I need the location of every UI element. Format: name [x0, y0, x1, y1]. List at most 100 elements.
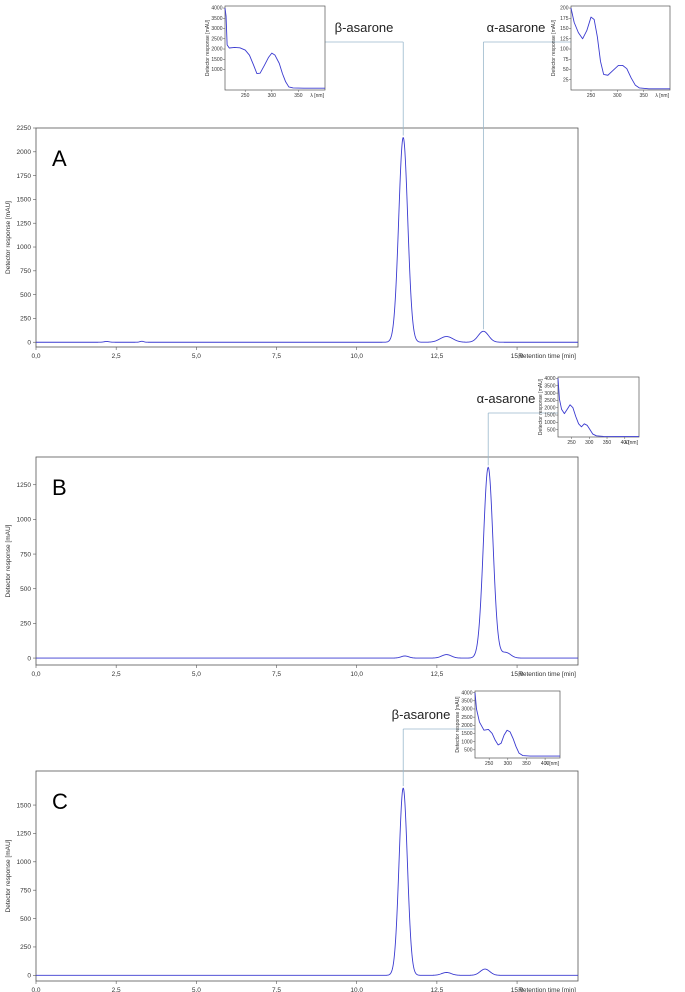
chromatogram-trace [36, 787, 578, 976]
inset-y-tick-label: 200 [560, 6, 569, 12]
inset-y-tick-label: 1000 [211, 67, 222, 73]
peak-label: α-asarone [477, 391, 536, 406]
inset-y-tick-label: 3500 [211, 16, 222, 22]
inset-x-tick-label: 250 [241, 93, 250, 99]
inset-y-tick-label: 150 [560, 26, 569, 32]
inset-y-tick-label: 4000 [544, 376, 555, 382]
x-tick-label: 15,0 [511, 987, 524, 992]
inset-x-tick-label: 350 [522, 761, 531, 767]
x-tick-label: 10,0 [350, 987, 363, 992]
inset-x-tick-label: 350 [294, 93, 303, 99]
x-tick-label: 5,0 [192, 987, 201, 992]
inset-y-tick-label: 500 [464, 748, 473, 754]
inset-x-axis-label: λ [nm] [310, 93, 324, 99]
uv-spectrum-inset: 1000 1500 2000 2500 3000 3500 4000 250 300 350 λ [… [205, 5, 326, 99]
x-axis-label: Retention time [min] [518, 987, 576, 992]
x-tick-label: 12,5 [431, 671, 444, 678]
inset-y-tick-label: 2500 [544, 398, 555, 404]
inset-y-tick-label: 1500 [211, 57, 222, 63]
y-tick-label: 1500 [17, 802, 32, 809]
y-tick-label: 1000 [17, 244, 32, 251]
inset-y-tick-label: 500 [547, 427, 556, 433]
x-tick-label: 2,5 [112, 353, 121, 360]
inset-x-tick-label: 350 [639, 93, 648, 99]
inset-y-tick-label: 75 [563, 57, 569, 63]
inset-y-tick-label: 2000 [544, 405, 555, 411]
inset-x-tick-label: 400 [541, 761, 550, 767]
y-tick-label: 2000 [17, 149, 32, 156]
y-axis-label: Detector response [mAU] [5, 524, 12, 597]
inset-y-tick-label: 1000 [461, 739, 472, 745]
inset-y-axis-label: Detector response [mAU] [455, 696, 461, 753]
y-tick-label: 250 [20, 316, 31, 323]
inset-frame [474, 690, 561, 759]
y-tick-label: 750 [20, 268, 31, 275]
inset-y-tick-label: 2000 [211, 47, 222, 53]
inset-y-axis-label: Detector response [mAU] [551, 19, 557, 76]
uv-spectrum-inset: 500 1000 1500 2000 2500 3000 3500 4000 250 300 350… [455, 690, 561, 767]
plot-frame [35, 770, 579, 982]
plot-frame [35, 127, 579, 348]
inset-x-tick-label: 300 [268, 93, 277, 99]
chromatogram-panel-a: 0 250 500 750 1000 1250 1500 1750 2000 2250 0,0 2,5… [5, 5, 671, 360]
y-tick-label: 0 [27, 339, 31, 346]
inset-y-tick-label: 3000 [461, 707, 472, 713]
y-tick-label: 1000 [17, 517, 32, 524]
chromatogram-trace [36, 137, 578, 343]
inset-y-tick-label: 100 [560, 47, 569, 53]
inset-frame [570, 5, 671, 91]
inset-x-tick-label: 250 [485, 761, 494, 767]
x-tick-label: 10,0 [350, 671, 363, 678]
inset-y-tick-label: 3000 [211, 26, 222, 32]
inset-x-axis-label: λ [nm] [545, 761, 559, 767]
peak-label: α-asarone [487, 20, 546, 35]
y-tick-label: 0 [27, 655, 31, 662]
inset-y-tick-label: 125 [560, 36, 569, 42]
inset-spectrum-trace [474, 692, 560, 757]
inset-y-tick-label: 3500 [544, 383, 555, 389]
uv-spectrum-inset: 25 50 75 100 125 150 175 200 250 300 350 λ [nm] Dete… [551, 5, 671, 99]
inset-x-tick-label: 300 [585, 440, 594, 446]
y-tick-label: 1250 [17, 220, 32, 227]
inset-frame [557, 376, 640, 438]
inset-x-tick-label: 350 [603, 440, 612, 446]
chromatogram-panel-c: 0 250 500 750 1000 1250 1500 0,0 2,5 5,0 7,5 10,0 12… [5, 690, 579, 992]
x-tick-label: 5,0 [192, 353, 201, 360]
inset-y-axis-label: Detector response [mAU] [205, 19, 211, 76]
y-tick-label: 0 [27, 973, 31, 980]
y-tick-label: 1250 [17, 831, 32, 838]
inset-x-tick-label: 250 [567, 440, 576, 446]
x-axis-label: Retention time [min] [518, 353, 576, 360]
y-axis-label: Detector response [mAU] [5, 839, 12, 912]
y-tick-label: 250 [20, 944, 31, 951]
inset-y-tick-label: 50 [563, 67, 569, 73]
x-tick-label: 0,0 [31, 987, 40, 992]
peak-annotation: β-asarone 1000 1500 2000 2500 3000 3500 4000 250… [205, 5, 404, 136]
plot-frame [35, 456, 579, 666]
y-tick-label: 750 [20, 887, 31, 894]
inset-y-tick-label: 3000 [544, 391, 555, 397]
inset-frame [224, 5, 326, 91]
x-tick-label: 12,5 [431, 987, 444, 992]
x-tick-label: 12,5 [431, 353, 444, 360]
x-tick-label: 7,5 [272, 353, 281, 360]
x-tick-label: 7,5 [272, 987, 281, 992]
inset-x-axis-label: λ [nm] [624, 440, 638, 446]
inset-y-tick-label: 25 [563, 77, 569, 83]
inset-y-tick-label: 2500 [211, 36, 222, 42]
x-axis-label: Retention time [min] [518, 671, 576, 678]
x-tick-label: 2,5 [112, 671, 121, 678]
inset-x-tick-label: 250 [587, 93, 596, 99]
inset-y-tick-label: 1500 [461, 731, 472, 737]
inset-spectrum-trace [570, 7, 670, 90]
y-tick-label: 250 [20, 621, 31, 628]
inset-y-tick-label: 175 [560, 16, 569, 22]
inset-x-tick-label: 400 [621, 440, 630, 446]
y-tick-label: 1000 [17, 859, 32, 866]
y-tick-label: 500 [20, 916, 31, 923]
x-tick-label: 0,0 [31, 353, 40, 360]
inset-x-tick-label: 300 [613, 93, 622, 99]
peak-label: β-asarone [335, 20, 394, 35]
x-tick-label: 15,0 [511, 671, 524, 678]
